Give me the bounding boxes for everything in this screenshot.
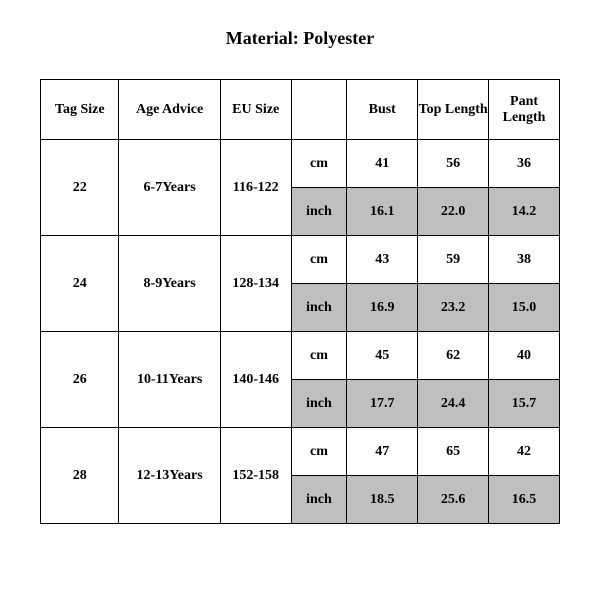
cell-bust-inch: 18.5 [347, 476, 418, 524]
cell-unit-inch: inch [291, 476, 347, 524]
cell-tag-size: 22 [41, 140, 119, 236]
cell-unit-cm: cm [291, 140, 347, 188]
cell-unit-cm: cm [291, 332, 347, 380]
cell-pant-length-cm: 42 [489, 428, 560, 476]
cell-pant-length-cm: 40 [489, 332, 560, 380]
cell-bust-cm: 43 [347, 236, 418, 284]
table-header-row: Tag Size Age Advice EU Size Bust Top Len… [41, 80, 560, 140]
col-header-pant-length: Pant Length [489, 80, 560, 140]
table-row: 24 8-9Years 128-134 cm 43 59 38 [41, 236, 560, 284]
cell-eu-size: 128-134 [220, 236, 291, 332]
cell-age-advice: 6-7Years [119, 140, 220, 236]
col-header-age-advice: Age Advice [119, 80, 220, 140]
cell-tag-size: 28 [41, 428, 119, 524]
cell-top-length-cm: 62 [418, 332, 489, 380]
cell-unit-inch: inch [291, 284, 347, 332]
col-header-top-length: Top Length [418, 80, 489, 140]
cell-top-length-cm: 65 [418, 428, 489, 476]
cell-bust-cm: 45 [347, 332, 418, 380]
table-row: 22 6-7Years 116-122 cm 41 56 36 [41, 140, 560, 188]
cell-top-length-inch: 23.2 [418, 284, 489, 332]
cell-pant-length-cm: 36 [489, 140, 560, 188]
table-row: 26 10-11Years 140-146 cm 45 62 40 [41, 332, 560, 380]
cell-unit-cm: cm [291, 428, 347, 476]
cell-pant-length-cm: 38 [489, 236, 560, 284]
cell-top-length-inch: 24.4 [418, 380, 489, 428]
cell-tag-size: 26 [41, 332, 119, 428]
cell-pant-length-inch: 16.5 [489, 476, 560, 524]
cell-unit-cm: cm [291, 236, 347, 284]
cell-age-advice: 12-13Years [119, 428, 220, 524]
cell-pant-length-inch: 15.7 [489, 380, 560, 428]
col-header-bust: Bust [347, 80, 418, 140]
cell-pant-length-inch: 14.2 [489, 188, 560, 236]
cell-bust-cm: 47 [347, 428, 418, 476]
cell-eu-size: 116-122 [220, 140, 291, 236]
table-row: 28 12-13Years 152-158 cm 47 65 42 [41, 428, 560, 476]
cell-tag-size: 24 [41, 236, 119, 332]
cell-eu-size: 152-158 [220, 428, 291, 524]
cell-unit-inch: inch [291, 380, 347, 428]
cell-bust-inch: 17.7 [347, 380, 418, 428]
size-table: Tag Size Age Advice EU Size Bust Top Len… [40, 79, 560, 524]
page-title: Material: Polyester [40, 28, 560, 49]
cell-pant-length-inch: 15.0 [489, 284, 560, 332]
col-header-eu-size: EU Size [220, 80, 291, 140]
cell-unit-inch: inch [291, 188, 347, 236]
col-header-unit [291, 80, 347, 140]
cell-age-advice: 10-11Years [119, 332, 220, 428]
cell-bust-inch: 16.1 [347, 188, 418, 236]
cell-top-length-cm: 56 [418, 140, 489, 188]
cell-bust-inch: 16.9 [347, 284, 418, 332]
cell-age-advice: 8-9Years [119, 236, 220, 332]
cell-eu-size: 140-146 [220, 332, 291, 428]
cell-top-length-cm: 59 [418, 236, 489, 284]
cell-top-length-inch: 25.6 [418, 476, 489, 524]
page: Material: Polyester Tag Size Age Advice … [0, 0, 600, 600]
cell-bust-cm: 41 [347, 140, 418, 188]
col-header-tag-size: Tag Size [41, 80, 119, 140]
cell-top-length-inch: 22.0 [418, 188, 489, 236]
